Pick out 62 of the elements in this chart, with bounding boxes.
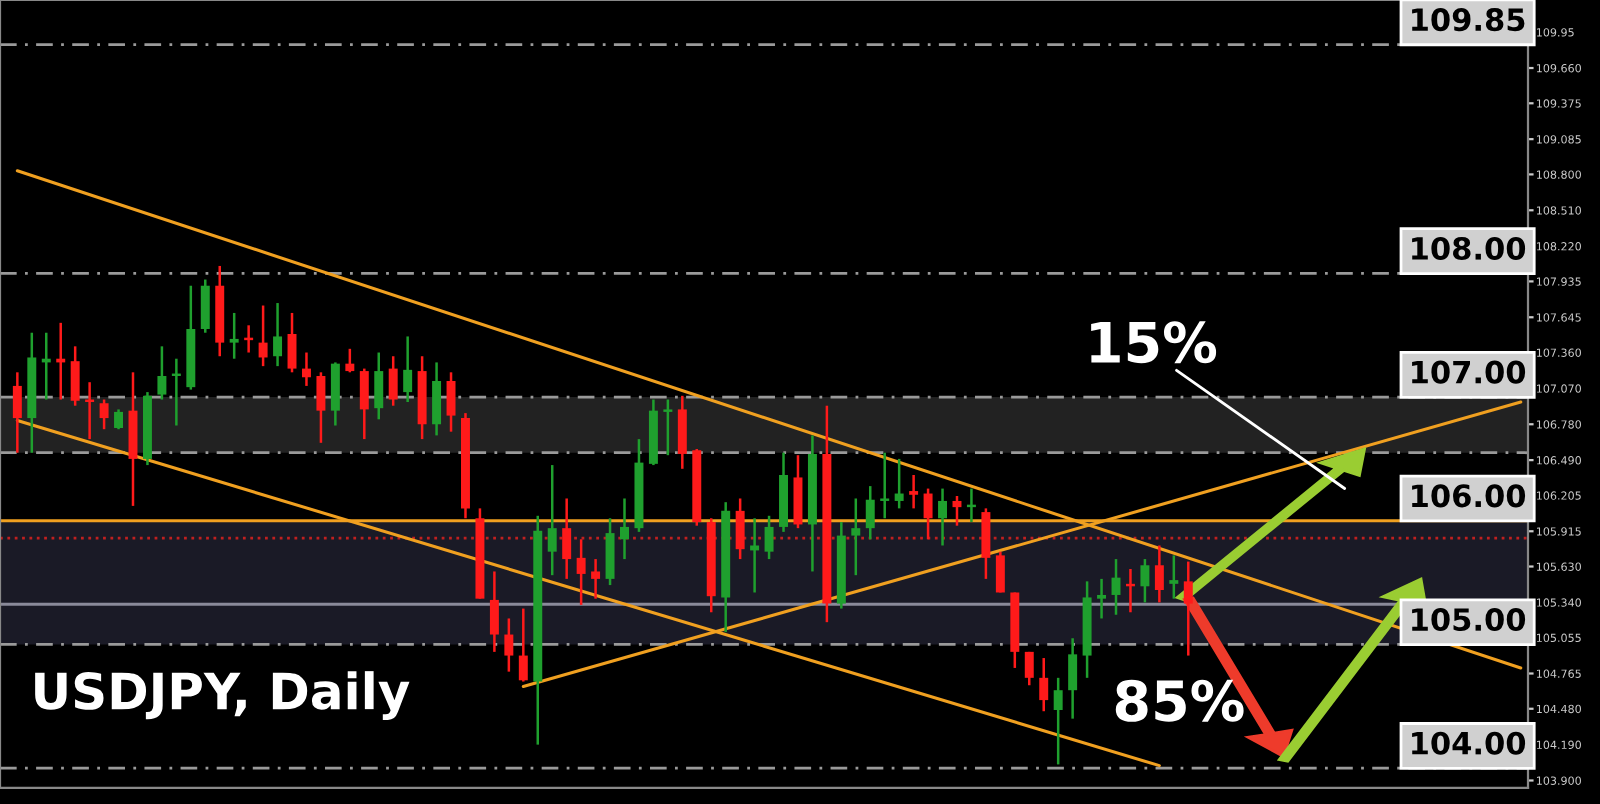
candlestick	[446, 371, 456, 433]
ref-line-label: 108.00	[1412, 236, 1526, 261]
candlestick	[432, 361, 442, 437]
candlestick	[1154, 544, 1164, 604]
candlestick	[1039, 656, 1049, 713]
candlestick	[547, 463, 557, 577]
candlestick	[345, 347, 355, 374]
candlestick	[504, 617, 514, 673]
text: USDJPY, Daily	[35, 671, 410, 720]
ref-line-label: 104.00	[1412, 731, 1526, 755]
candlestick	[1183, 560, 1193, 657]
ref-line-label: 105.00	[1412, 607, 1526, 632]
candlestick	[605, 517, 615, 587]
candlestick	[200, 278, 210, 334]
candlestick	[374, 351, 384, 421]
candlestick	[114, 408, 124, 431]
candlestick	[677, 394, 687, 471]
candlestick	[99, 398, 109, 431]
ref-line-label: 107.00	[1412, 360, 1526, 384]
candlestick	[287, 311, 297, 374]
candlestick	[388, 354, 398, 407]
annotation: 85%	[1115, 679, 1244, 722]
candlestick	[663, 398, 673, 457]
candlestick	[1068, 637, 1078, 720]
candlestick	[750, 517, 760, 594]
candlestick	[735, 497, 745, 561]
candlestick	[865, 484, 875, 541]
candlestick	[359, 367, 369, 441]
candlestick	[1024, 650, 1034, 687]
candlestick	[591, 557, 601, 600]
candlestick	[70, 345, 80, 407]
candlestick	[894, 457, 904, 510]
ref-line-label: 106.00	[1412, 484, 1526, 508]
candlestick	[1140, 557, 1150, 604]
candlestick	[909, 473, 919, 510]
candlestick	[489, 570, 499, 654]
candlestick	[273, 301, 283, 368]
candlestick	[1053, 676, 1063, 766]
candlestick	[518, 607, 528, 683]
candlestick	[938, 487, 948, 547]
candlestick	[995, 550, 1005, 594]
candlestick	[403, 335, 413, 404]
candlestick	[1097, 577, 1107, 620]
candlestick	[562, 497, 572, 581]
candlestick	[258, 304, 268, 368]
candlestick	[880, 451, 890, 520]
candlestick	[981, 507, 991, 581]
candlestick	[793, 453, 803, 530]
candlestick	[923, 487, 933, 541]
annotation: 15%	[1091, 321, 1217, 364]
candlestick	[316, 371, 326, 445]
candlestick	[157, 345, 167, 401]
candlestick	[229, 311, 239, 360]
ref-line-label: 109.85	[1412, 8, 1525, 32]
candlestick	[851, 497, 861, 577]
candlestick	[301, 351, 311, 388]
candlestick	[330, 361, 340, 427]
candlestick	[576, 538, 586, 607]
candlestick	[12, 371, 22, 454]
candlestick	[764, 514, 774, 561]
candlestick	[1169, 554, 1179, 600]
candlestick	[620, 497, 629, 561]
